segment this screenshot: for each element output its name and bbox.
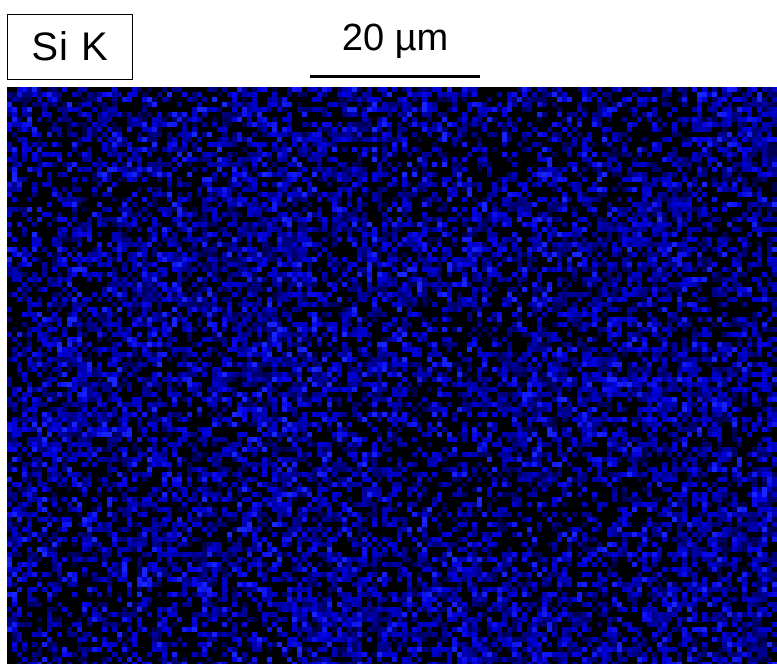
si-k-elemental-map <box>7 87 777 664</box>
map-header: Si K 20 µm <box>0 0 777 87</box>
element-label: Si K <box>7 14 133 80</box>
scale-bar-label: 20 µm <box>341 17 449 59</box>
scale-bar <box>310 75 480 78</box>
